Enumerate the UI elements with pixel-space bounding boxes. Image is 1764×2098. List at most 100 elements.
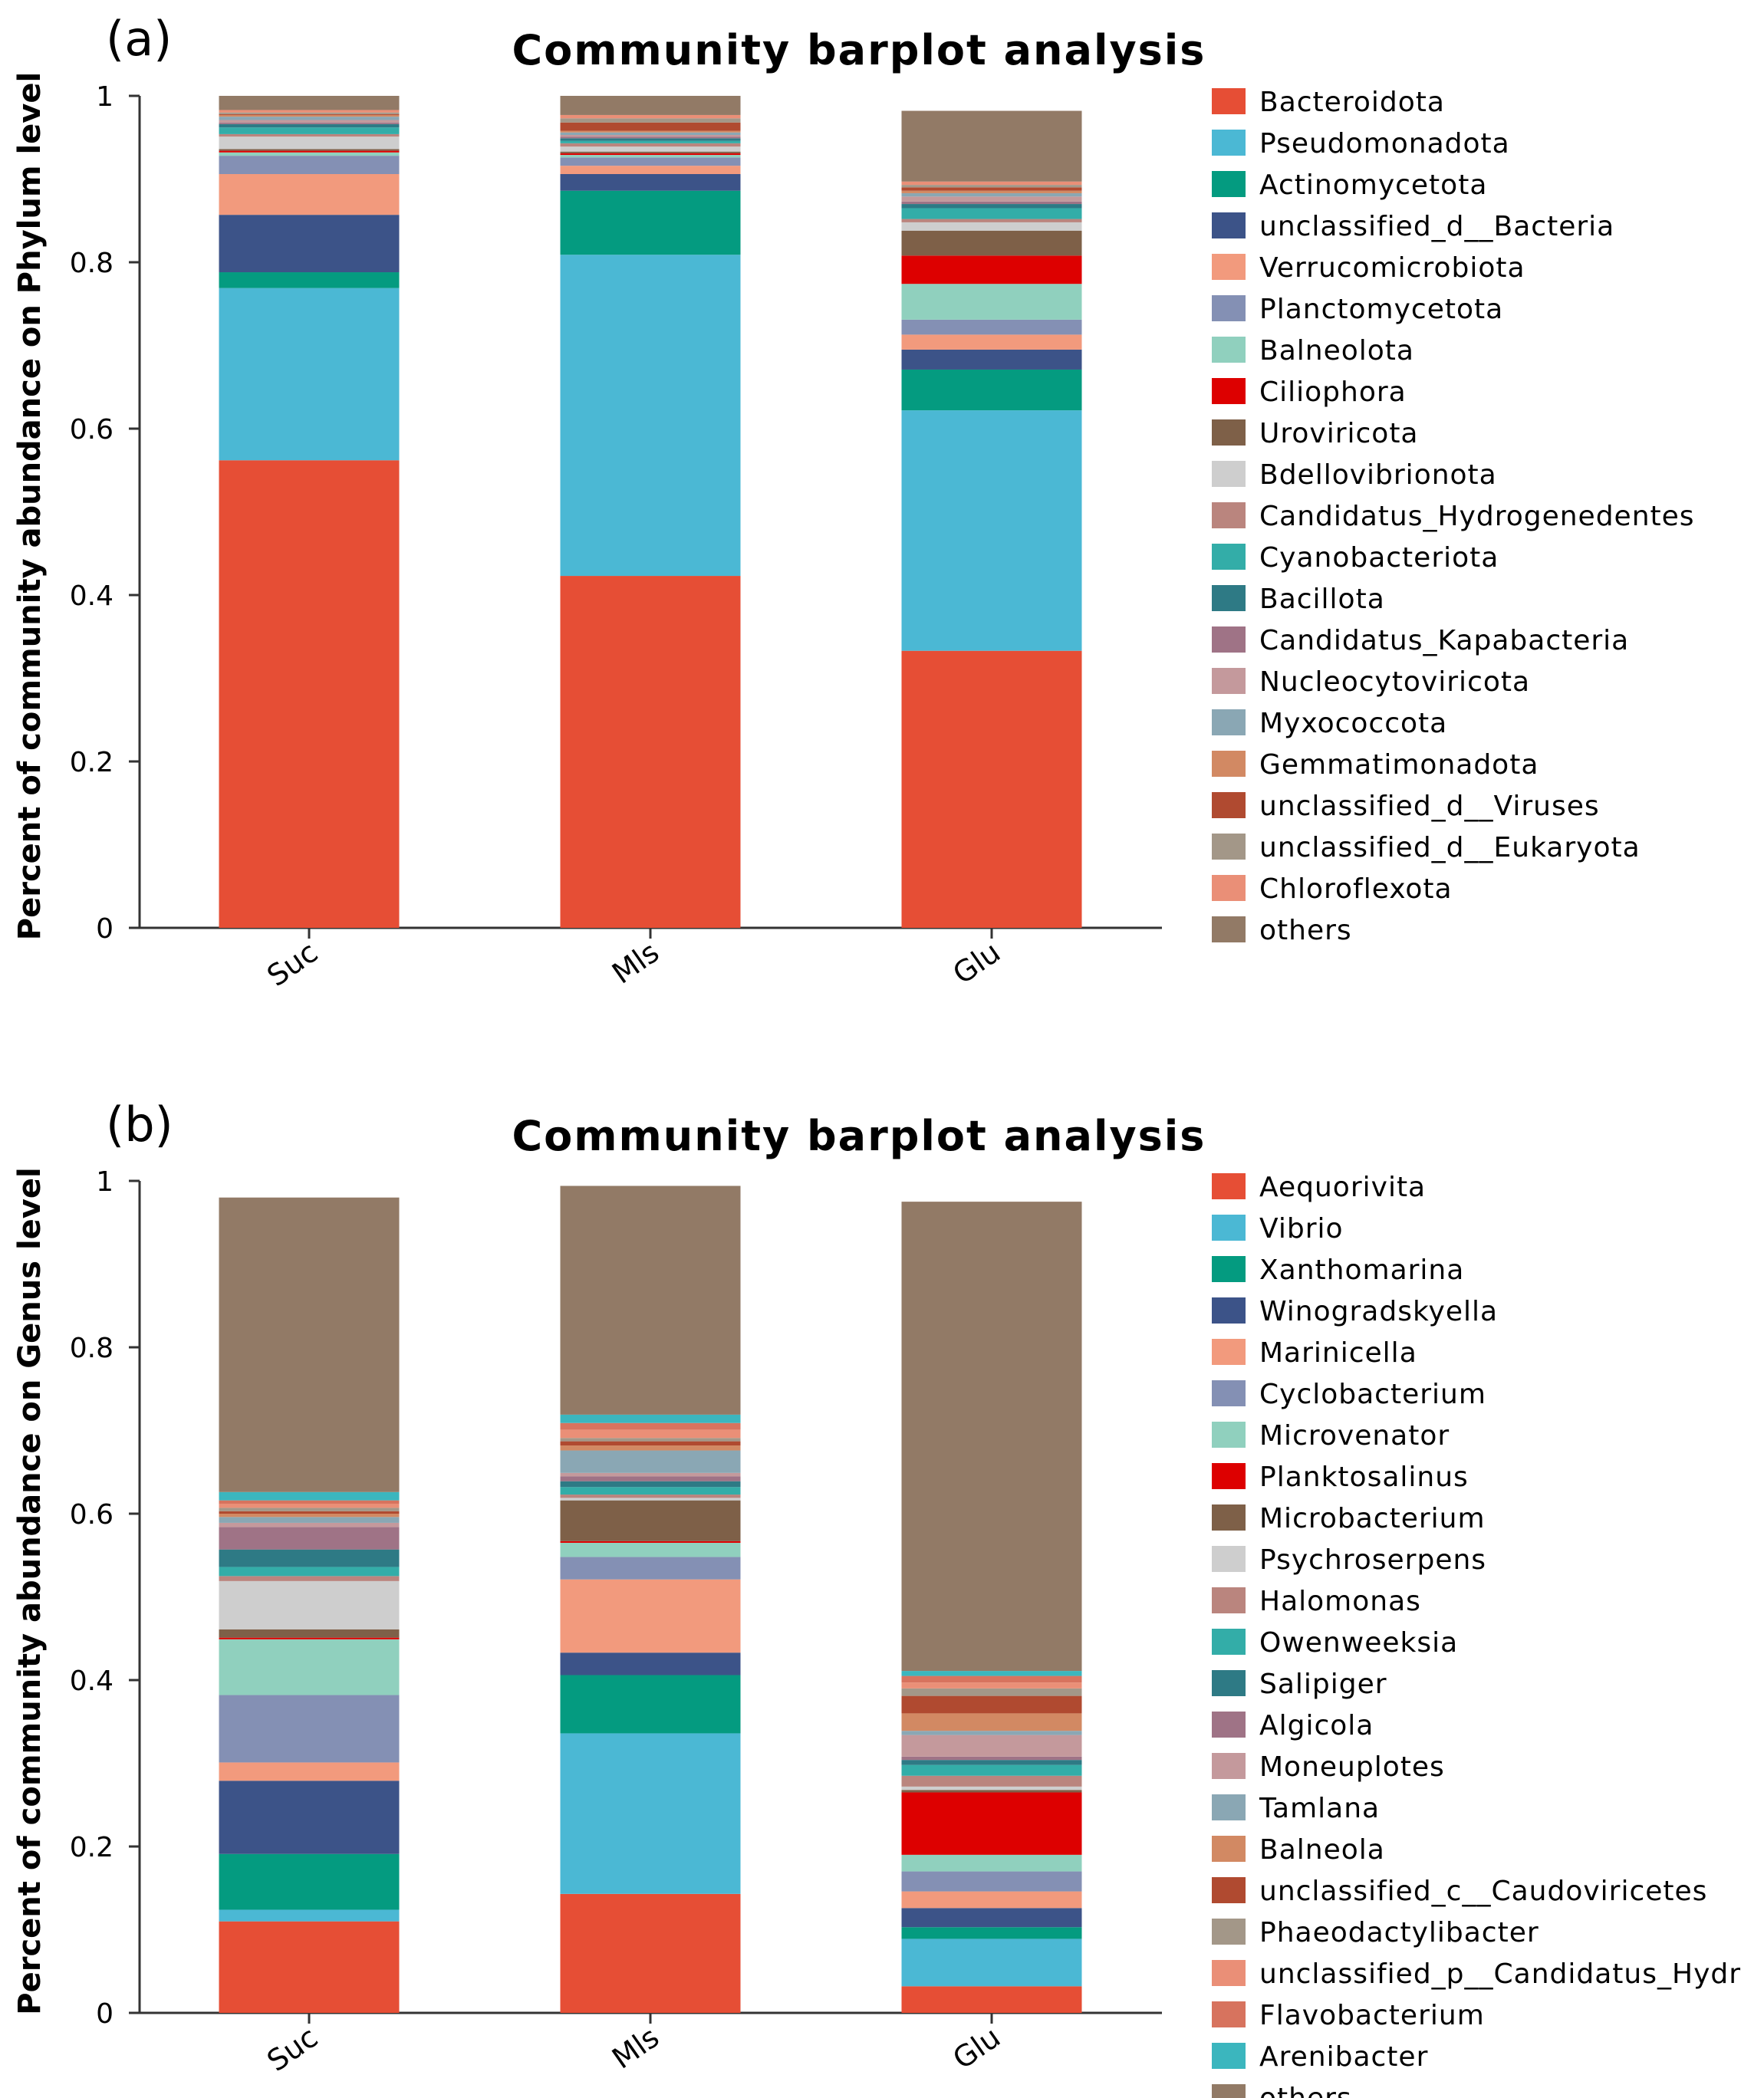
legend-swatch — [1212, 1463, 1246, 1489]
bar-segment-suc-winogradskyella — [219, 1781, 400, 1854]
bar-segment-mls-chloroflexota — [560, 114, 741, 119]
legend-label: Moneuplotes — [1259, 1751, 1445, 1783]
bar-segment-glu-ciliophora — [901, 255, 1082, 284]
bar-segment-mls-others — [560, 1185, 741, 1415]
legend-swatch — [1212, 378, 1246, 404]
bar-segment-mls-gemmatimonadota — [560, 130, 741, 133]
bar-segment-suc-microbacterium — [219, 1629, 400, 1638]
bar-segment-glu-balneola — [901, 1713, 1082, 1731]
legend-swatch — [1212, 254, 1246, 280]
bar-segment-suc-psychroserpens — [219, 1580, 400, 1629]
x-tick-label: Mls — [606, 2020, 665, 2075]
bar-segment-glu-bacteroidota — [901, 650, 1082, 928]
bar-segment-mls-bdellovibrionota — [560, 146, 741, 152]
bar-segment-mls-myxococcota — [560, 132, 741, 135]
bar-segment-mls-psychroserpens — [560, 1498, 741, 1501]
legend-swatch — [1212, 2043, 1246, 2069]
y-tick-label: 0.8 — [70, 1333, 114, 1364]
bar-segment-mls-xanthomarina — [560, 1675, 741, 1734]
bar-segment-suc-salipiger — [219, 1549, 400, 1567]
bar-segment-mls-winogradskyella — [560, 1652, 741, 1675]
bar-segment-suc-others — [219, 1197, 400, 1492]
panel-a: (a) Community barplot analysis Percent o… — [12, 11, 1694, 993]
legend-label: Chloroflexota — [1259, 873, 1453, 905]
bar-segment-mls-vibrio — [560, 1733, 741, 1894]
legend-label: Bacillota — [1259, 584, 1385, 615]
legend-swatch — [1212, 1173, 1246, 1199]
bar-segment-suc-pseudomonadota — [219, 288, 400, 461]
bar-segment-glu-aequorivita — [901, 1986, 1082, 2013]
legend-label: Psychroserpens — [1259, 1544, 1486, 1576]
bar-segment-suc-others — [219, 96, 400, 110]
bar-segment-glu-salipiger — [901, 1760, 1082, 1765]
bar-segment-mls-planctomycetota — [560, 157, 741, 166]
legend-swatch — [1212, 419, 1246, 446]
legend-swatch — [1212, 1504, 1246, 1531]
legend-swatch — [1212, 834, 1246, 860]
y-tick-label: 0.8 — [70, 248, 114, 279]
legend-label: Algicola — [1259, 1710, 1374, 1741]
legend-swatch — [1212, 709, 1246, 735]
bar-segment-suc-flavobacterium — [219, 1500, 400, 1504]
bar-segment-suc-gemmatimonadota — [219, 114, 400, 117]
bar-segment-glu-balneolota — [901, 284, 1082, 320]
legend-label: Phaeodactylibacter — [1259, 1917, 1539, 1948]
legend-label: Salipiger — [1259, 1669, 1387, 1700]
bar-segment-suc-marinicella — [219, 1762, 400, 1781]
legend-label: Balneolota — [1259, 335, 1414, 367]
legend-swatch — [1212, 1380, 1246, 1406]
bar-segment-suc-chloroflexota — [219, 110, 400, 113]
legend-swatch — [1212, 1297, 1246, 1324]
bar-segment-suc-moneuplotes — [219, 1522, 400, 1527]
panel-a-ylabel: Percent of community abundance on Phylum… — [12, 72, 48, 940]
bar-segment-suc-aequorivita — [219, 1921, 400, 2013]
bar-segment-glu-others — [901, 1202, 1082, 1672]
legend-swatch — [1212, 626, 1246, 653]
legend-swatch — [1212, 916, 1246, 942]
y-tick-label: 0.2 — [70, 1832, 114, 1863]
bar-segment-glu-others — [901, 110, 1082, 182]
bar-segment-mls-algicola — [560, 1476, 741, 1481]
y-tick-label: 0 — [96, 1998, 114, 2030]
legend-label: Nucleocytoviricota — [1259, 666, 1530, 698]
bar-segment-mls-unclassified-d-bacteria — [560, 173, 741, 191]
legend-label: others — [1259, 915, 1352, 946]
legend-swatch — [1212, 1919, 1246, 1945]
x-tick-label: Suc — [261, 2020, 324, 2078]
bar-segment-mls-candidatus-kapabacteria — [560, 136, 741, 139]
y-tick-label: 1 — [96, 81, 114, 113]
bar-segment-glu-unclassified-d-bacteria — [901, 349, 1082, 370]
legend-swatch — [1212, 1670, 1246, 1696]
legend-label: unclassified_c__Caudoviricetes — [1259, 1876, 1707, 1907]
bar-segment-mls-aequorivita — [560, 1893, 741, 2013]
x-tick-label: Mls — [606, 935, 665, 990]
y-tick-label: 0.2 — [70, 747, 114, 778]
bar-segment-suc-balneola — [219, 1514, 400, 1518]
bar-segment-suc-vibrio — [219, 1909, 400, 1922]
legend-label: Bacteroidota — [1259, 87, 1445, 118]
legend-swatch — [1212, 295, 1246, 321]
legend-swatch — [1212, 1422, 1246, 1448]
legend-swatch — [1212, 212, 1246, 238]
legend-label: unclassified_d__Viruses — [1259, 791, 1600, 822]
bar-segment-suc-nucleocytoviricota — [219, 120, 400, 123]
bar-segment-mls-actinomycetota — [560, 190, 741, 255]
legend-label: Gemmatimonadota — [1259, 749, 1539, 781]
legend-label: Uroviricota — [1259, 418, 1419, 449]
x-tick-label: Glu — [946, 935, 1006, 991]
legend-swatch — [1212, 1546, 1246, 1572]
bar-segment-mls-marinicella — [560, 1579, 741, 1653]
x-tick-label: Suc — [261, 935, 324, 993]
legend-label: unclassified_d__Bacteria — [1259, 211, 1614, 242]
bar-segment-suc-unclassified-p-candidatus-hydrogenedentes — [219, 1503, 400, 1508]
legend-label: Vibrio — [1259, 1213, 1344, 1245]
bar-segment-suc-bacillota — [219, 123, 400, 128]
legend-swatch — [1212, 1960, 1246, 1986]
bar-segment-suc-xanthomarina — [219, 1853, 400, 1910]
panel-b-title: Community barplot analysis — [512, 1112, 1206, 1160]
legend-label: Pseudomonadota — [1259, 128, 1510, 159]
bar-segment-glu-microbacterium — [901, 1790, 1082, 1793]
legend-swatch — [1212, 2001, 1246, 2027]
legend-swatch — [1212, 502, 1246, 528]
y-tick-label: 1 — [96, 1166, 114, 1198]
